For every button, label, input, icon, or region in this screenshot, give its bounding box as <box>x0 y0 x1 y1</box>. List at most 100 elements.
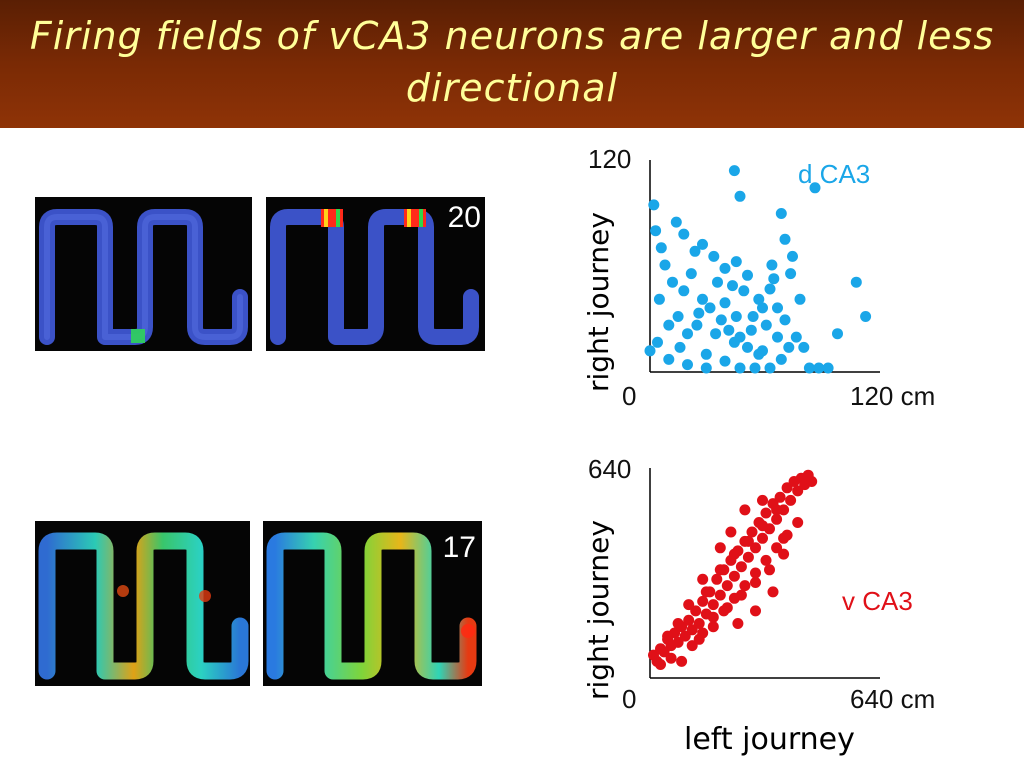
dca3-point <box>719 297 731 309</box>
dca3-point <box>650 225 662 237</box>
dca3-point <box>753 348 765 360</box>
vca3-point <box>767 586 779 598</box>
vca3-y-tick-max: 640 <box>588 454 631 484</box>
vca3-point <box>739 504 751 516</box>
vca3-point <box>746 526 758 538</box>
vca3-point <box>676 655 688 667</box>
dca3-point <box>860 311 872 322</box>
vca3-point <box>771 513 783 525</box>
shared-x-axis-label: left journey <box>684 722 855 757</box>
dca3-point <box>697 238 708 250</box>
dca3-point <box>742 269 753 281</box>
vca3-point <box>683 614 695 626</box>
vca3-point <box>700 586 712 598</box>
dca3-point <box>779 314 791 326</box>
dca3-point <box>700 348 712 360</box>
vca3-point <box>707 599 719 611</box>
vca3-point <box>714 589 726 601</box>
dca3-point <box>659 259 671 271</box>
vca3-point <box>728 570 740 582</box>
vca3-ylabel: right journey <box>582 520 615 700</box>
dca3-peak-rate: 20 <box>447 201 481 234</box>
dca3-point <box>803 362 815 374</box>
dca3-point <box>704 302 716 314</box>
vca3-scatter-svg: 640 0 640 cm v CA3 right journey <box>582 454 935 714</box>
dca3-scatter-chart: 120 0 120 cm d CA3 right journey <box>570 140 980 420</box>
dca3-point <box>813 362 825 374</box>
dca3-point <box>766 259 778 271</box>
vca3-point <box>742 551 754 563</box>
vca3-point <box>771 504 783 516</box>
vca3-point <box>662 630 674 642</box>
vca3-point <box>686 640 698 652</box>
vca3-point <box>690 605 702 617</box>
vca3-point <box>760 507 772 519</box>
dca3-point <box>785 268 797 280</box>
vca3-point <box>672 618 684 629</box>
vca3-point <box>806 476 818 487</box>
dca3-point <box>672 311 684 322</box>
vca3-point <box>750 542 761 554</box>
vca3-point <box>728 548 740 560</box>
dca3-point <box>710 328 722 340</box>
dca3-point <box>719 355 731 367</box>
dca3-point <box>730 256 742 268</box>
dca3-point <box>764 283 776 295</box>
dca3-point <box>822 362 834 374</box>
dca3-point <box>693 307 705 319</box>
dca3-point <box>685 268 697 280</box>
dca3-point <box>697 293 708 305</box>
dca3-point <box>670 216 682 228</box>
dca3-point <box>712 276 723 288</box>
vca3-peak-rate: 17 <box>442 531 476 564</box>
vca3-point <box>750 605 761 617</box>
vca3-point <box>735 589 747 601</box>
vca3-point <box>707 621 719 633</box>
dca3-point <box>775 353 787 365</box>
dca3-ylabel: right journey <box>582 212 615 392</box>
dca3-point <box>749 362 761 374</box>
vca3-point <box>757 520 768 532</box>
dca3-point <box>708 250 720 262</box>
dca3-point <box>790 331 802 343</box>
dca3-point <box>850 276 862 288</box>
vca3-point <box>686 624 698 636</box>
vca3-point <box>771 542 783 554</box>
vca3-points <box>648 469 818 670</box>
vca3-point <box>714 564 726 576</box>
dca3-point <box>798 341 810 353</box>
vca3-point <box>739 580 751 592</box>
dca3-annotation: d CA3 <box>798 159 870 189</box>
dca3-point <box>728 165 740 177</box>
vca3-firing-map-left <box>35 521 250 686</box>
dca3-point <box>644 345 656 357</box>
dca3-points <box>644 165 872 374</box>
vca3-annotation: v CA3 <box>842 586 913 616</box>
dca3-point <box>653 293 665 305</box>
vca3-point <box>658 646 670 658</box>
vca3-point <box>778 548 790 560</box>
vca3-point <box>792 517 804 528</box>
dca3-point <box>691 319 703 331</box>
vca3-point <box>725 526 737 538</box>
dca3-point <box>682 328 693 340</box>
vca3-point <box>714 542 726 554</box>
vca3-point <box>693 618 705 629</box>
dca3-point <box>663 319 675 331</box>
vca3-x-tick-max: 640 cm <box>850 684 935 714</box>
title-bar: Firing fields of vCA3 neurons are larger… <box>0 0 1024 128</box>
dca3-x-tick-min: 0 <box>622 381 636 411</box>
vca3-point <box>785 494 797 506</box>
dca3-point <box>678 285 690 297</box>
dca3-point <box>832 328 843 340</box>
vca3-point <box>792 485 804 497</box>
dca3-point <box>757 302 768 314</box>
vca3-firing-map-right: 17 <box>263 521 482 686</box>
dca3-point <box>734 362 746 374</box>
dca3-y-tick-max: 120 <box>588 144 631 174</box>
dca3-point <box>700 362 712 374</box>
dca3-firing-map-right: 20 <box>266 197 485 351</box>
dca3-point <box>779 233 791 245</box>
dca3-point <box>727 280 738 292</box>
dca3-point <box>674 341 686 353</box>
